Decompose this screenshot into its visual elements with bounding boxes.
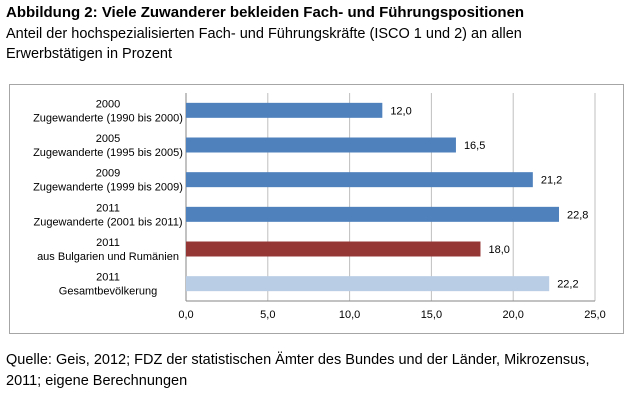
category-label: Gesamtbevölkerung <box>59 286 157 298</box>
category-label: 2009 <box>96 168 120 180</box>
data-label: 16,5 <box>464 140 485 152</box>
category-label: 2005 <box>96 133 120 145</box>
x-tick-label: 10,0 <box>339 309 360 321</box>
bar <box>186 206 560 222</box>
x-tick-label: 25,0 <box>584 309 605 321</box>
category-label: Zugewanderte (1995 bis 2005) <box>33 147 183 159</box>
x-tick-label: 15,0 <box>421 309 442 321</box>
bar <box>186 276 550 292</box>
figure-subtitle: Anteil der hochspezialisierten Fach- und… <box>6 26 522 62</box>
category-label: 2011 <box>96 272 120 284</box>
category-label: Zugewanderte (1990 bis 2000) <box>33 112 183 124</box>
category-label: Zugewanderte (2001 bis 2011) <box>33 216 182 228</box>
bar <box>186 241 481 257</box>
category-label: Zugewanderte (1999 bis 2009) <box>33 182 183 194</box>
figure-title: Abbildung 2: Viele Zuwanderer bekleiden … <box>6 4 525 21</box>
chart-area: 0,0 5,0 10,0 15,0 20,0 25,0 12,0 2000 Zugewander… <box>9 84 624 334</box>
bar <box>186 137 456 153</box>
data-label: 12,0 <box>390 105 411 117</box>
x-tick-label: 20,0 <box>502 309 523 321</box>
bar <box>186 102 383 118</box>
data-label: 22,8 <box>567 209 588 221</box>
category-label: 2011 <box>96 237 120 249</box>
data-label: 22,2 <box>557 279 578 291</box>
data-label: 18,0 <box>488 244 509 256</box>
category-label: 2011 <box>96 202 120 214</box>
category-label: aus Bulgarien und Rumänien <box>37 251 179 263</box>
data-label: 21,2 <box>541 175 562 187</box>
bar-chart: 0,0 5,0 10,0 15,0 20,0 25,0 12,0 2000 Zugewander… <box>33 93 606 321</box>
x-tick-label: 0,0 <box>178 309 193 321</box>
x-tick-label: 5,0 <box>260 309 275 321</box>
bar <box>186 172 533 188</box>
source-note: Quelle: Geis, 2012; FDZ der statistische… <box>6 352 590 389</box>
category-label: 2000 <box>96 98 120 110</box>
